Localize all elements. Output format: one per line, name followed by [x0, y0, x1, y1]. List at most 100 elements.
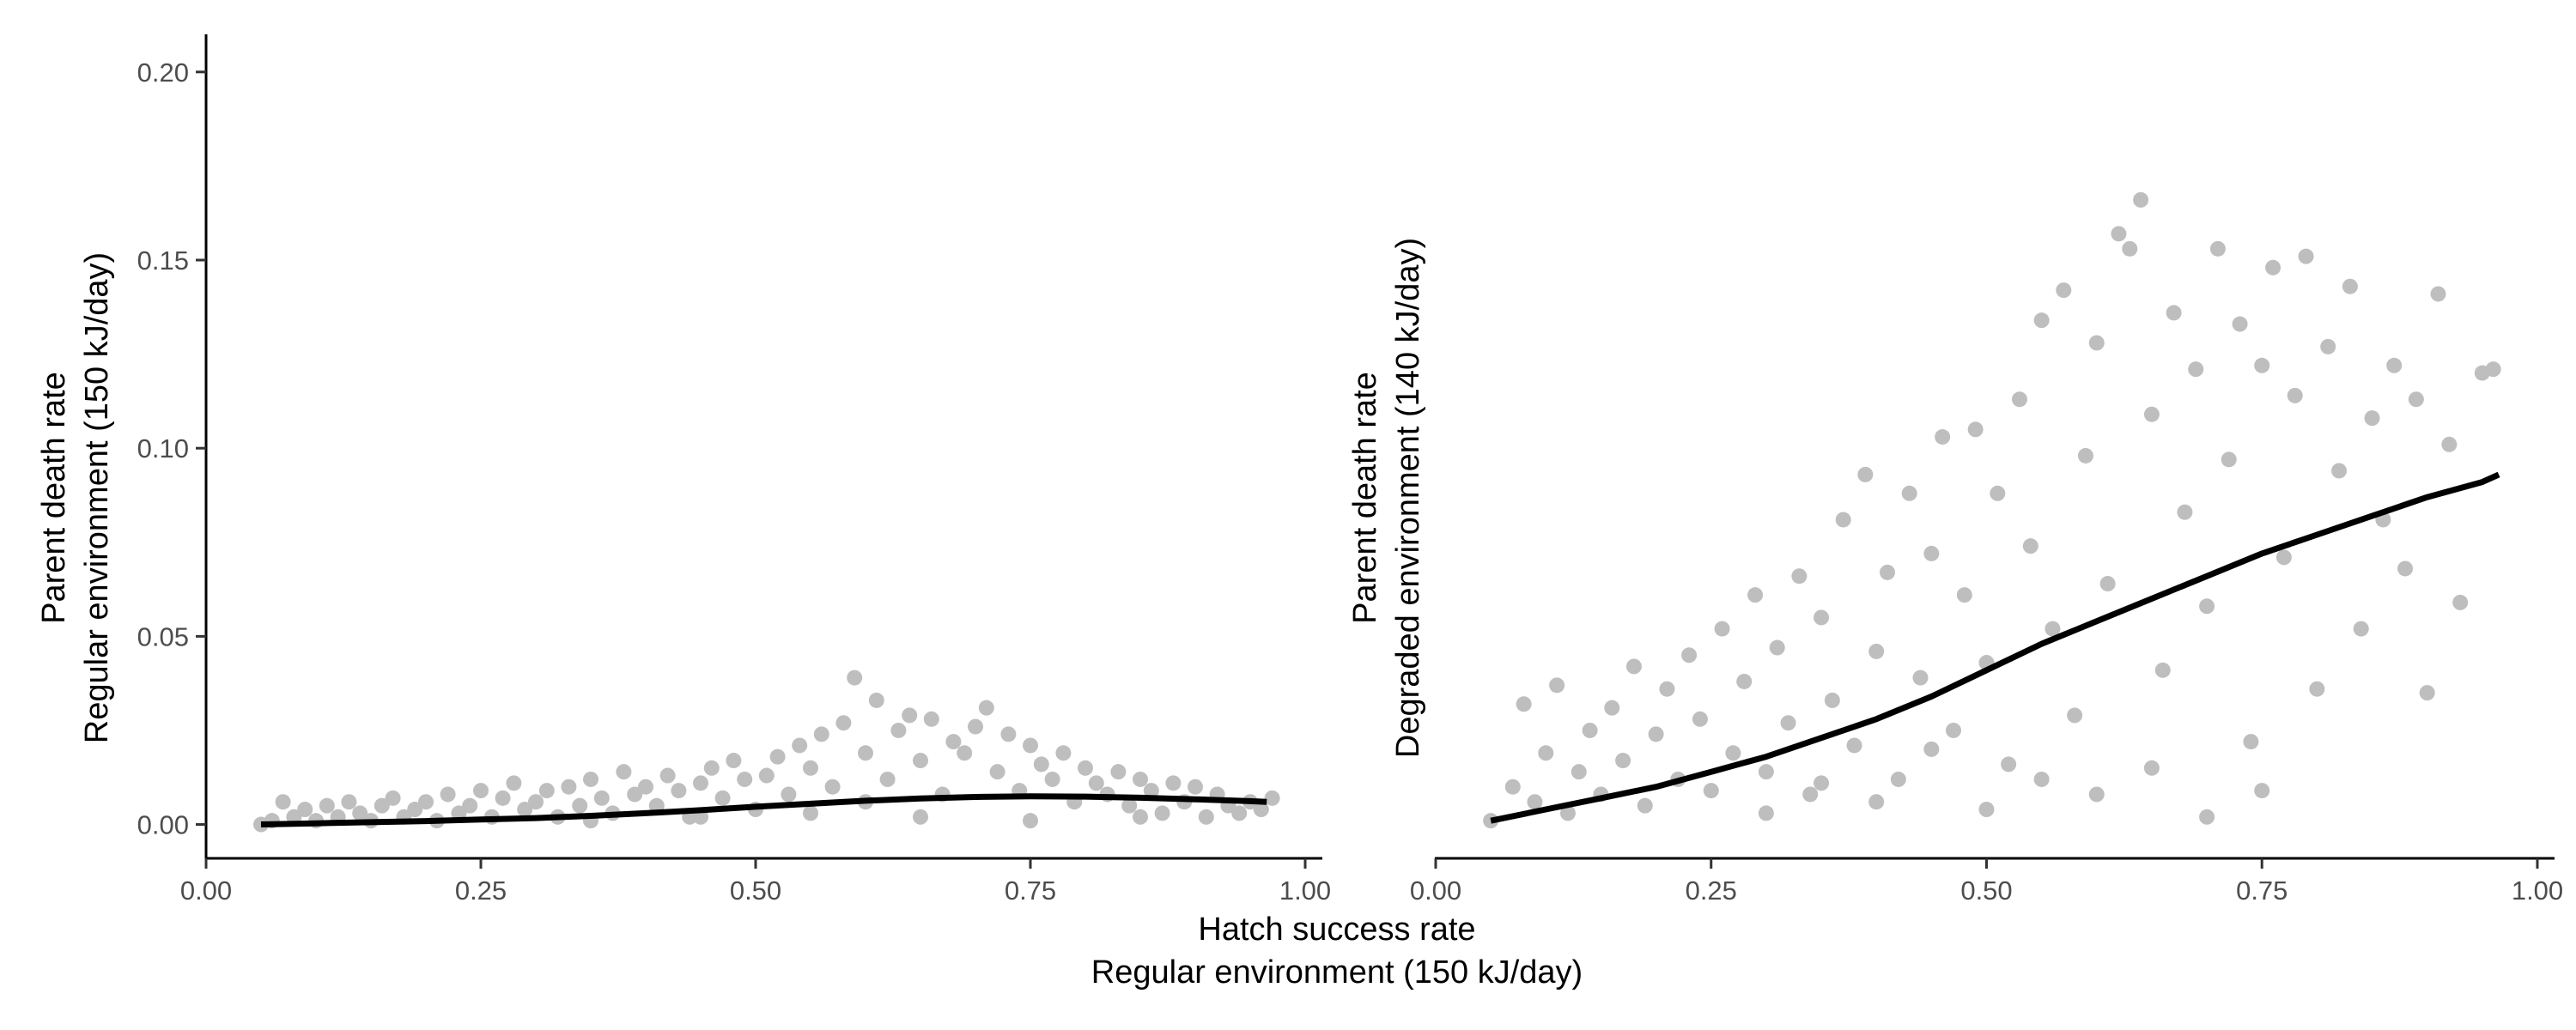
chart-panels: 0.00 0.25 0.50 0.75 1.00 0.00 0.05 0.10 0.15 0.20…: [36, 34, 2563, 906]
data-point: [913, 809, 928, 825]
data-point: [835, 715, 852, 731]
data-point: [2408, 391, 2424, 408]
data-point: [2254, 783, 2270, 799]
data-point: [1978, 802, 1995, 818]
data-point: [2199, 809, 2215, 825]
data-point: [945, 734, 962, 750]
data-point: [2143, 406, 2160, 422]
x-tick-label: 0.25: [1686, 876, 1737, 906]
data-point: [1935, 429, 1951, 445]
data-point: [1078, 760, 1093, 776]
data-point: [1154, 805, 1170, 821]
data-point: [1264, 790, 1280, 806]
data-point: [1846, 737, 1862, 754]
x-tick-label: 0.00: [1410, 876, 1461, 906]
data-point: [1780, 715, 1796, 731]
data-point: [2033, 771, 2050, 787]
panel-left: 0.00 0.25 0.50 0.75 1.00 0.00 0.05 0.10 0.15 0.20…: [36, 34, 1331, 906]
data-point: [902, 707, 918, 724]
data-point: [879, 771, 896, 787]
data-point: [2056, 282, 2072, 299]
data-point: [726, 753, 742, 769]
y-tick-label: 0.10: [137, 433, 189, 464]
data-point: [275, 794, 291, 810]
data-point: [517, 802, 533, 818]
x-tick-label: 0.50: [1960, 876, 2012, 906]
data-point: [858, 745, 873, 761]
data-point: [1648, 726, 1664, 742]
data-point: [1571, 764, 1587, 780]
data-point: [2232, 316, 2248, 332]
data-point: [781, 786, 797, 803]
data-point: [989, 764, 1005, 780]
data-point: [769, 748, 786, 765]
data-point: [1868, 794, 1885, 810]
data-point: [1253, 802, 1269, 818]
data-point: [693, 775, 708, 791]
data-point: [319, 797, 335, 814]
data-point: [462, 797, 478, 814]
data-point: [2265, 259, 2281, 276]
y-tick-label: 0.15: [137, 245, 189, 276]
data-point: [2199, 598, 2215, 615]
fit-line: [1490, 471, 2500, 824]
data-point: [1901, 485, 1917, 501]
y-axis-title-line-1: Parent death rate: [36, 372, 72, 624]
y-tick-label: 0.05: [137, 621, 189, 651]
x-tick-label: 0.25: [455, 876, 507, 906]
data-point: [2309, 681, 2325, 697]
data-point: [2386, 357, 2403, 373]
data-point: [2254, 357, 2270, 373]
data-point: [506, 775, 522, 791]
data-point: [374, 797, 390, 814]
data-point: [2133, 191, 2149, 208]
data-point: [2221, 451, 2237, 468]
x-tick-label: 0.75: [2236, 876, 2287, 906]
data-point: [703, 760, 720, 776]
data-point: [2022, 538, 2038, 554]
data-point: [418, 794, 434, 810]
data-point: [2430, 286, 2446, 302]
data-point: [1188, 779, 1203, 795]
data-point: [2122, 240, 2138, 257]
data-point: [1769, 639, 1785, 656]
data-point: [1033, 756, 1049, 772]
data-point: [2088, 335, 2105, 351]
data-point: [1736, 673, 1753, 689]
data-point: [1791, 568, 1807, 585]
data-point: [1990, 485, 2006, 501]
data-point: [671, 783, 687, 799]
data-point: [2188, 361, 2204, 378]
data-point: [627, 786, 643, 803]
data-point: [2275, 549, 2292, 566]
data-point: [2001, 756, 2017, 772]
data-point: [803, 805, 818, 821]
data-point: [978, 700, 994, 716]
data-point: [538, 783, 555, 799]
data-point: [473, 783, 489, 799]
data-point: [957, 745, 973, 761]
data-point: [1880, 564, 1896, 580]
data-point: [913, 753, 928, 769]
data-point: [890, 722, 907, 738]
data-point: [1483, 813, 1499, 829]
data-point: [1121, 797, 1138, 814]
data-point: [583, 771, 598, 787]
data-point: [572, 797, 588, 814]
data-point: [1625, 658, 1642, 675]
data-point: [1231, 805, 1248, 821]
data-point: [2485, 361, 2501, 378]
data-point: [1802, 786, 1819, 803]
data-point: [341, 794, 357, 810]
shared-x-axis-title: Hatch success rate Regular environment (…: [1091, 912, 1583, 991]
data-point: [297, 802, 313, 818]
data-point: [1088, 775, 1104, 791]
data-point: [1967, 421, 1984, 438]
data-point: [1165, 775, 1182, 791]
data-point: [968, 718, 983, 735]
data-point: [1604, 700, 1620, 716]
data-point: [638, 779, 653, 795]
data-point: [1133, 809, 1148, 825]
data-point: [1824, 692, 1840, 708]
